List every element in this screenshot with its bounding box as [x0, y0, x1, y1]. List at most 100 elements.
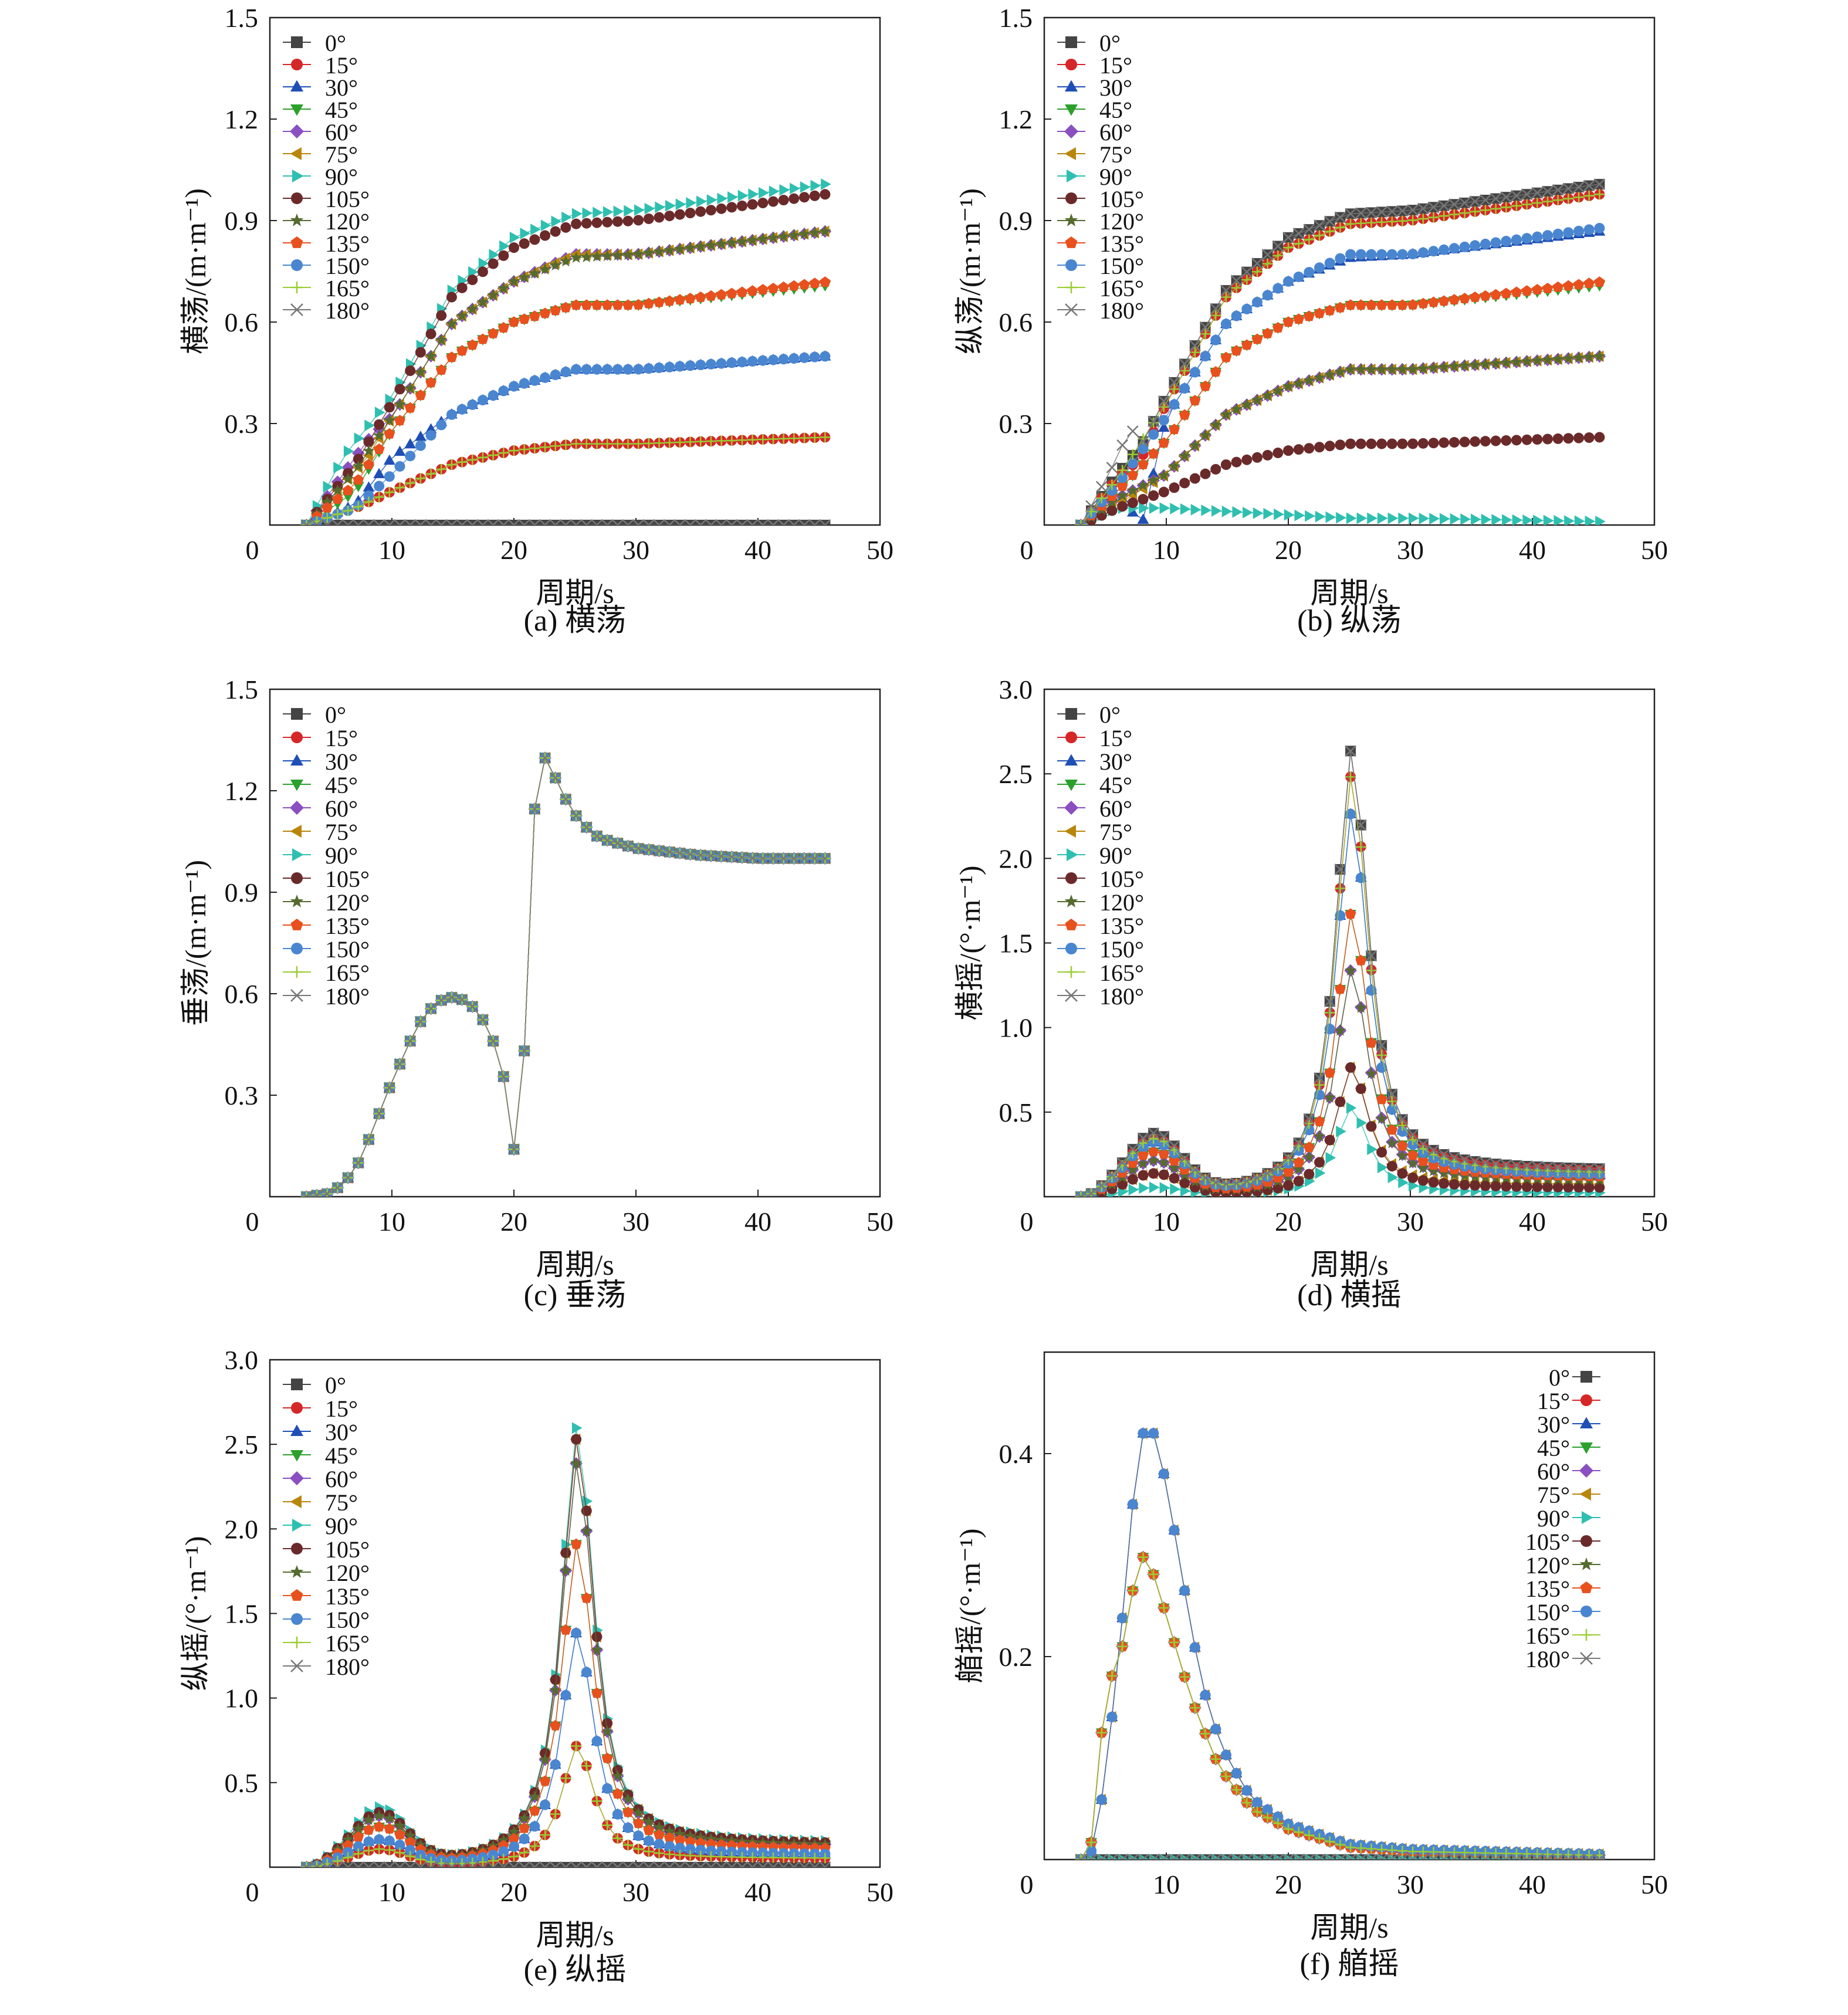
data-point: [591, 1631, 603, 1643]
data-point: [674, 209, 685, 220]
data-point: [1511, 1848, 1522, 1859]
data-point: [466, 1001, 479, 1012]
x-axis-label: 周期/s: [536, 577, 614, 609]
data-point: [1427, 1144, 1440, 1156]
data-point: [788, 229, 800, 241]
data-point: [581, 1592, 593, 1603]
data-point: [1594, 432, 1605, 443]
legend-label: 135°: [325, 1583, 370, 1610]
data-point: [466, 339, 478, 350]
data-point: [1387, 512, 1399, 524]
series-line: [306, 1463, 825, 1867]
data-point: [1407, 1846, 1419, 1857]
data-point: [695, 1844, 706, 1855]
data-point: [384, 1823, 395, 1834]
data-point: [1324, 215, 1336, 228]
data-point: [571, 1434, 582, 1445]
legend-label: 135°: [1099, 231, 1144, 257]
data-point: [809, 1853, 820, 1864]
data-point: [550, 304, 561, 316]
data-point: [799, 520, 810, 525]
data-point: [593, 206, 603, 219]
data-point: [1542, 196, 1553, 207]
data-point: [1480, 1180, 1491, 1191]
legend-label: 90°: [1099, 842, 1132, 869]
data-point: [633, 520, 644, 525]
data-point: [1437, 360, 1450, 372]
data-point: [1085, 500, 1097, 512]
data-point: [611, 249, 624, 261]
y-tick-label: 1.2: [999, 104, 1033, 134]
data-point: [509, 1841, 519, 1853]
data-point: [1573, 1850, 1585, 1860]
legend-label: 60°: [325, 1466, 358, 1492]
data-point: [1366, 1121, 1377, 1132]
data-point: [352, 1157, 364, 1169]
series-90°: [302, 1422, 831, 1867]
data-point: [1220, 1178, 1232, 1190]
data-point: [570, 810, 582, 822]
series-line: [1080, 1432, 1600, 1860]
data-point: [694, 1831, 707, 1843]
data-point: [705, 1845, 716, 1857]
data-point: [1075, 1854, 1087, 1860]
data-point: [1521, 355, 1533, 367]
legend-label: 150°: [1099, 253, 1144, 279]
data-point: [1396, 1854, 1409, 1860]
data-point: [1272, 448, 1284, 459]
data-point: [1355, 438, 1366, 449]
data-point: [1511, 189, 1522, 202]
data-point: [736, 519, 748, 525]
data-point: [1470, 1847, 1481, 1858]
data-point: [571, 364, 582, 375]
data-point: [1594, 189, 1605, 200]
data-point: [757, 852, 769, 865]
data-point: [342, 1171, 354, 1184]
legend-label: 15°: [325, 52, 358, 79]
panel-caption: (e) 纵摇: [524, 1953, 627, 1987]
data-point: [1583, 432, 1595, 443]
data-point: [1220, 408, 1233, 420]
data-point: [1397, 1845, 1408, 1857]
data-point: [1230, 402, 1243, 415]
data-point: [1501, 1181, 1512, 1192]
data-point: [1138, 459, 1149, 469]
data-point: [1241, 454, 1253, 465]
legend-marker: [1067, 848, 1078, 861]
data-point: [519, 313, 530, 324]
data-point: [1345, 249, 1356, 260]
data-point: [353, 1848, 364, 1859]
data-point: [1147, 1154, 1160, 1166]
data-point: [394, 1847, 405, 1858]
data-point: [820, 520, 831, 525]
data-point: [1241, 1785, 1253, 1796]
data-point: [808, 519, 821, 525]
data-point: [715, 1861, 727, 1867]
data-point: [1157, 395, 1170, 407]
data-point: [414, 431, 427, 441]
data-point: [1138, 443, 1149, 455]
data-point: [820, 432, 831, 443]
data-point: [1126, 1163, 1139, 1175]
data-point: [1304, 1125, 1315, 1136]
data-point: [509, 242, 519, 253]
data-point: [1127, 449, 1138, 460]
data-point: [1127, 458, 1138, 469]
data-point: [1511, 1160, 1522, 1171]
data-point: [1314, 1157, 1325, 1168]
data-point: [642, 844, 655, 856]
data-point: [715, 238, 727, 249]
data-point: [311, 1861, 323, 1867]
data-point: [705, 1851, 716, 1862]
data-point: [799, 1853, 810, 1864]
data-point: [1448, 1854, 1460, 1860]
legend-marker: [291, 1379, 303, 1390]
data-point: [1376, 1049, 1387, 1061]
data-point: [414, 1015, 427, 1028]
data-point: [1251, 297, 1263, 308]
data-point: [1106, 1171, 1118, 1183]
data-point: [363, 1813, 375, 1826]
data-point: [508, 519, 520, 525]
data-point: [1448, 1152, 1460, 1164]
data-point: [768, 354, 779, 365]
